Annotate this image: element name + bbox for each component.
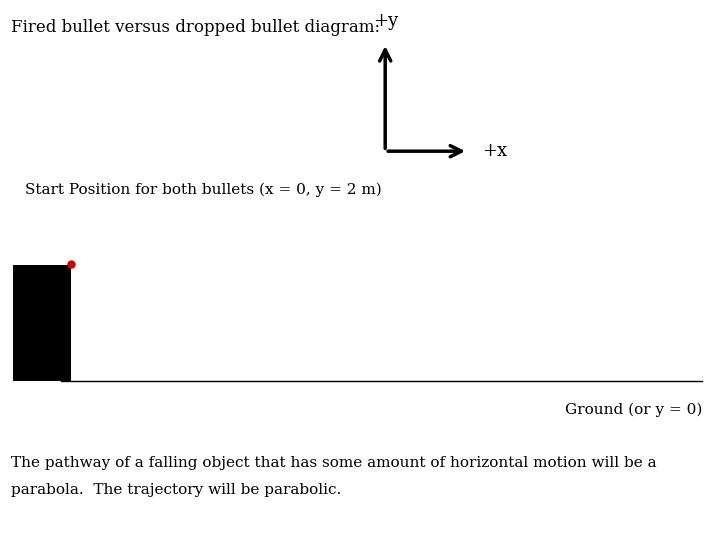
Text: +y: +y bbox=[373, 12, 397, 30]
Text: The pathway of a falling object that has some amount of horizontal motion will b: The pathway of a falling object that has… bbox=[11, 456, 657, 470]
Text: Fired bullet versus dropped bullet diagram:: Fired bullet versus dropped bullet diagr… bbox=[11, 19, 380, 36]
Point bbox=[66, 260, 77, 268]
Bar bbox=[13, 265, 71, 381]
Text: parabola.  The trajectory will be parabolic.: parabola. The trajectory will be parabol… bbox=[11, 483, 341, 497]
Text: +x: +x bbox=[482, 142, 508, 160]
Text: Start Position for both bullets (x = 0, y = 2 m): Start Position for both bullets (x = 0, … bbox=[25, 183, 382, 197]
Text: Ground (or y = 0): Ground (or y = 0) bbox=[564, 402, 702, 417]
